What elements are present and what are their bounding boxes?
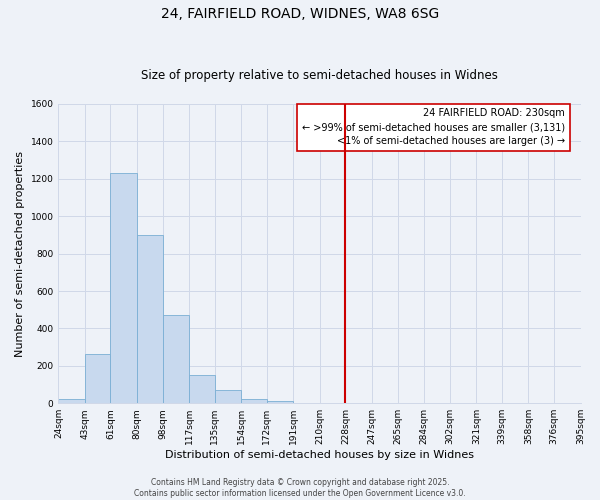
Title: Size of property relative to semi-detached houses in Widnes: Size of property relative to semi-detach…: [141, 69, 498, 82]
X-axis label: Distribution of semi-detached houses by size in Widnes: Distribution of semi-detached houses by …: [165, 450, 474, 460]
Bar: [266, 402, 293, 403]
Bar: [215, 390, 241, 403]
Bar: [110, 173, 137, 403]
Bar: [189, 375, 215, 403]
Y-axis label: Number of semi-detached properties: Number of semi-detached properties: [15, 150, 25, 356]
Text: 24, FAIRFIELD ROAD, WIDNES, WA8 6SG: 24, FAIRFIELD ROAD, WIDNES, WA8 6SG: [161, 8, 439, 22]
Text: 24 FAIRFIELD ROAD: 230sqm
← >99% of semi-detached houses are smaller (3,131)
<1%: 24 FAIRFIELD ROAD: 230sqm ← >99% of semi…: [302, 108, 565, 146]
Bar: [163, 316, 189, 403]
Bar: [58, 398, 85, 403]
Bar: [85, 354, 110, 403]
Text: Contains HM Land Registry data © Crown copyright and database right 2025.
Contai: Contains HM Land Registry data © Crown c…: [134, 478, 466, 498]
Bar: [137, 235, 163, 403]
Bar: [241, 398, 266, 403]
